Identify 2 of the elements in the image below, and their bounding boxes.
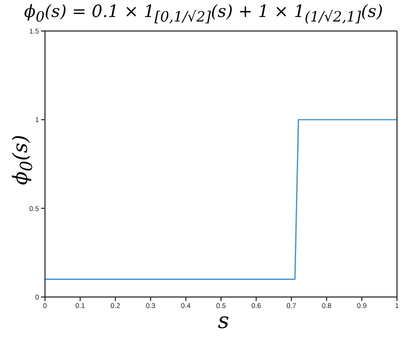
x-axis-title: s (216, 309, 230, 334)
chart-title: ϕ$_{0}$(s) = 0.1 × 1$_{[0,1/√2]}$(s) + 1 × 1$_{(1/√2,1]}$(s) (22, 2, 384, 26)
